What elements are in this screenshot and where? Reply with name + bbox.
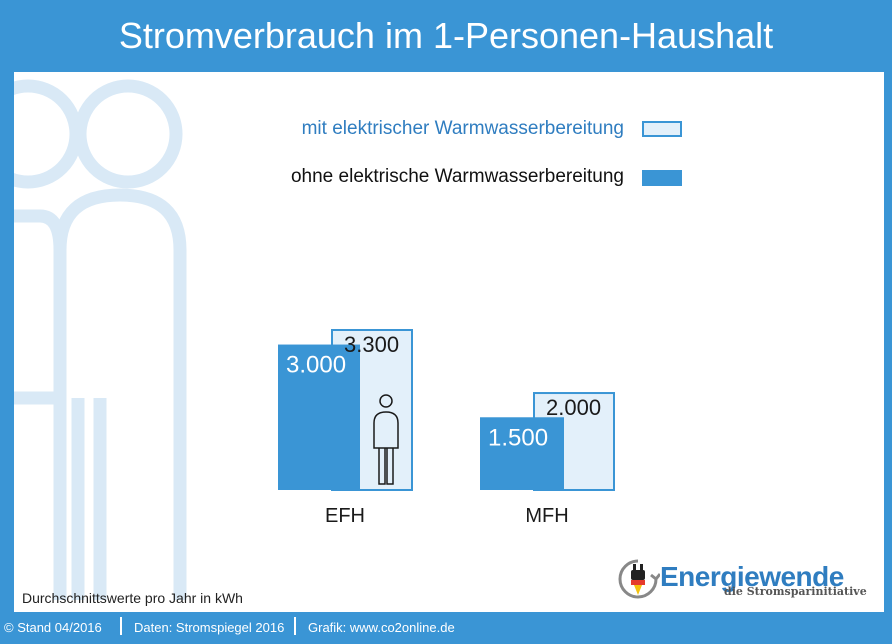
footer-grafik: Grafik: www.co2online.de — [308, 620, 455, 635]
page-title: Stromverbrauch im 1-Personen-Haushalt — [118, 15, 774, 56]
footer-stand: © Stand 04/2016 — [4, 620, 102, 635]
plug-icon — [618, 559, 660, 599]
data-label-ohne-mfh: 1.500 — [488, 424, 548, 451]
energiewende-logo: Energiewende die Stromsparinitiative — [616, 555, 867, 605]
footer-separator — [294, 617, 296, 635]
logo-wordmark: Energiewende — [660, 561, 844, 592]
unit-note: Durchschnittswerte pro Jahr in kWh — [22, 590, 243, 606]
frame-border-right — [884, 72, 892, 612]
legend-swatch-ohne — [642, 170, 682, 186]
data-label-mit-efh: 3.300 — [344, 332, 399, 357]
header-bar — [0, 0, 892, 72]
legend-label-ohne: ohne elektrische Warmwasserbereitung — [290, 166, 624, 187]
category-label-efh: EFH — [325, 505, 365, 527]
data-label-ohne-efh: 3.000 — [286, 352, 346, 379]
legend-label-mit: mit elektrischer Warmwasserbereitung — [301, 118, 624, 139]
legend-swatch-mit — [642, 121, 682, 137]
bar-ohne-mfh — [480, 417, 564, 490]
footer-daten: Daten: Stromspiegel 2016 — [134, 620, 285, 635]
data-label-mit-mfh: 2.000 — [546, 395, 601, 420]
person-icon — [373, 394, 399, 485]
bar-ohne-efh — [278, 344, 360, 490]
logo-tagline: die Stromsparinitiative — [724, 585, 867, 598]
frame-border-left — [0, 72, 14, 612]
footer-separator — [120, 617, 122, 635]
category-label-mfh: MFH — [525, 505, 568, 527]
footer-bar: © Stand 04/2016 Daten: Stromspiegel 2016… — [0, 612, 892, 644]
